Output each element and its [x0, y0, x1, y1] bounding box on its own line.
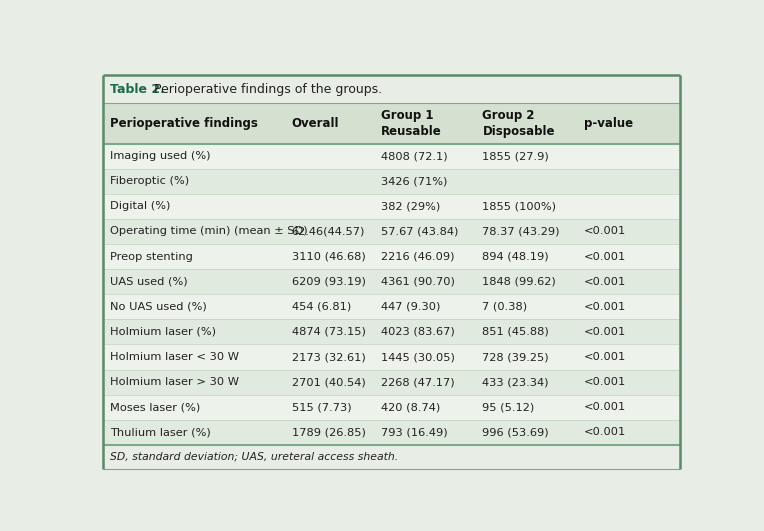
Bar: [102, 143, 681, 169]
Text: 1855 (27.9): 1855 (27.9): [482, 151, 549, 161]
Text: Imaging used (%): Imaging used (%): [110, 151, 210, 161]
Bar: [102, 420, 681, 445]
Text: <0.001: <0.001: [584, 302, 626, 312]
Text: Perioperative findings: Perioperative findings: [110, 117, 257, 130]
Text: UAS used (%): UAS used (%): [110, 277, 187, 287]
Text: 62.46(44.57): 62.46(44.57): [292, 227, 365, 236]
Text: 2216 (46.09): 2216 (46.09): [381, 252, 455, 262]
Text: 1848 (99.62): 1848 (99.62): [482, 277, 556, 287]
Text: 454 (6.81): 454 (6.81): [292, 302, 351, 312]
Text: Holmium laser < 30 W: Holmium laser < 30 W: [110, 352, 238, 362]
Text: 7 (0.38): 7 (0.38): [482, 302, 528, 312]
Text: 6209 (93.19): 6209 (93.19): [292, 277, 366, 287]
Text: 4361 (90.70): 4361 (90.70): [381, 277, 455, 287]
Text: Preop stenting: Preop stenting: [110, 252, 193, 262]
Bar: [102, 269, 681, 294]
Text: Group 1
Reusable: Group 1 Reusable: [381, 109, 442, 138]
Bar: [102, 345, 681, 370]
Text: 78.37 (43.29): 78.37 (43.29): [482, 227, 560, 236]
Text: <0.001: <0.001: [584, 252, 626, 262]
Text: p-value: p-value: [584, 117, 633, 130]
Text: 3110 (46.68): 3110 (46.68): [292, 252, 365, 262]
Text: 851 (45.88): 851 (45.88): [482, 327, 549, 337]
Text: 3426 (71%): 3426 (71%): [381, 176, 448, 186]
Bar: [102, 194, 681, 219]
Text: Digital (%): Digital (%): [110, 201, 170, 211]
Text: 447 (9.30): 447 (9.30): [381, 302, 441, 312]
Bar: [102, 244, 681, 269]
Text: <0.001: <0.001: [584, 377, 626, 387]
Text: <0.001: <0.001: [584, 227, 626, 236]
Text: Table 2.: Table 2.: [110, 83, 164, 96]
Text: <0.001: <0.001: [584, 402, 626, 412]
Bar: [102, 319, 681, 345]
Text: 1445 (30.05): 1445 (30.05): [381, 352, 455, 362]
Bar: [102, 370, 681, 395]
Text: Holmium laser > 30 W: Holmium laser > 30 W: [110, 377, 238, 387]
Text: 4874 (73.15): 4874 (73.15): [292, 327, 366, 337]
Text: <0.001: <0.001: [584, 352, 626, 362]
Text: 894 (48.19): 894 (48.19): [482, 252, 549, 262]
Text: 382 (29%): 382 (29%): [381, 201, 441, 211]
Text: 2173 (32.61): 2173 (32.61): [292, 352, 365, 362]
Bar: [102, 219, 681, 244]
Text: <0.001: <0.001: [584, 427, 626, 438]
Text: SD, standard deviation; UAS, ureteral access sheath.: SD, standard deviation; UAS, ureteral ac…: [110, 452, 398, 461]
Text: 793 (16.49): 793 (16.49): [381, 427, 448, 438]
Text: 57.67 (43.84): 57.67 (43.84): [381, 227, 458, 236]
Text: 95 (5.12): 95 (5.12): [482, 402, 535, 412]
Text: Perioperative findings of the groups.: Perioperative findings of the groups.: [147, 83, 383, 96]
Text: 2268 (47.17): 2268 (47.17): [381, 377, 455, 387]
Text: 996 (53.69): 996 (53.69): [482, 427, 549, 438]
Text: 4023 (83.67): 4023 (83.67): [381, 327, 455, 337]
Text: 4808 (72.1): 4808 (72.1): [381, 151, 448, 161]
Text: 433 (23.34): 433 (23.34): [482, 377, 549, 387]
Text: <0.001: <0.001: [584, 277, 626, 287]
Text: Group 2
Disposable: Group 2 Disposable: [482, 109, 555, 138]
Text: 515 (7.73): 515 (7.73): [292, 402, 351, 412]
Bar: [102, 75, 681, 104]
Text: Holmium laser (%): Holmium laser (%): [110, 327, 215, 337]
Text: 420 (8.74): 420 (8.74): [381, 402, 441, 412]
Bar: [102, 395, 681, 420]
Text: Fiberoptic (%): Fiberoptic (%): [110, 176, 189, 186]
Text: Moses laser (%): Moses laser (%): [110, 402, 200, 412]
Text: Thulium laser (%): Thulium laser (%): [110, 427, 210, 438]
Text: Operating time (min) (mean ± SD): Operating time (min) (mean ± SD): [110, 227, 307, 236]
Text: 728 (39.25): 728 (39.25): [482, 352, 549, 362]
Text: 1855 (100%): 1855 (100%): [482, 201, 556, 211]
Bar: [102, 104, 681, 143]
Text: <0.001: <0.001: [584, 327, 626, 337]
Bar: [102, 169, 681, 194]
Text: Overall: Overall: [292, 117, 339, 130]
Bar: [102, 294, 681, 319]
Text: 2701 (40.54): 2701 (40.54): [292, 377, 365, 387]
Bar: [102, 445, 681, 468]
Text: 1789 (26.85): 1789 (26.85): [292, 427, 366, 438]
Text: No UAS used (%): No UAS used (%): [110, 302, 206, 312]
